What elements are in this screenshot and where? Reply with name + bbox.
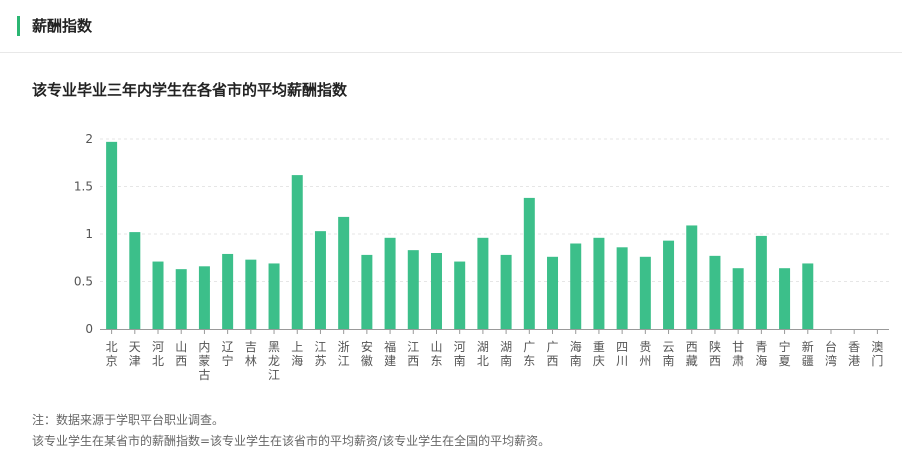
x-tick-label: 青海 — [755, 340, 767, 368]
bar — [686, 225, 698, 329]
bar — [477, 237, 489, 329]
bar — [523, 197, 535, 329]
bar — [361, 254, 373, 329]
bar — [175, 269, 187, 329]
bar — [129, 232, 141, 329]
x-tick-label: 江西 — [407, 340, 419, 368]
bar — [732, 268, 744, 329]
x-tick-label: 重庆 — [593, 340, 605, 368]
bar — [245, 259, 257, 329]
bar — [338, 216, 350, 329]
x-tick-label: 上海 — [291, 340, 303, 368]
bar — [593, 237, 605, 329]
y-tick-label: 0.5 — [74, 275, 93, 289]
bar — [314, 231, 326, 329]
x-tick-label: 四川 — [616, 340, 628, 368]
x-tick-label: 辽宁 — [222, 340, 234, 368]
bar — [222, 253, 234, 329]
x-tick-label: 西藏 — [686, 340, 698, 368]
x-tick-label: 甘肃 — [732, 340, 744, 368]
x-tick-label: 天津 — [129, 340, 141, 368]
x-tick-label: 安徽 — [361, 339, 373, 368]
bar — [500, 254, 512, 329]
x-tick-label: 海南 — [570, 339, 582, 368]
x-tick-label: 河北 — [152, 340, 164, 368]
x-tick-label: 内蒙古 — [198, 340, 210, 382]
x-tick-label: 福建 — [384, 339, 396, 368]
bar — [198, 266, 210, 329]
bar — [802, 263, 814, 329]
x-tick-label: 湖北 — [477, 339, 489, 368]
x-tick-label: 云南 — [663, 340, 675, 368]
x-tick-label: 广东 — [523, 340, 535, 368]
bar — [616, 247, 628, 329]
bar — [454, 261, 466, 329]
x-tick-label: 江苏 — [314, 340, 326, 368]
x-tick-label: 澳门 — [871, 340, 883, 368]
bar — [384, 237, 396, 329]
bar — [570, 243, 582, 329]
salary-index-bar-chart: 0 0.5 1 1.5 2 北京天津河北山西内蒙古辽宁吉林黑龙江上海江苏浙江安徽福建江西山… — [74, 132, 889, 382]
x-tick-label: 广西 — [547, 340, 559, 368]
y-tick-label: 0 — [85, 322, 93, 336]
x-tick-label: 贵州 — [639, 340, 651, 368]
x-tick-label: 新疆 — [802, 339, 814, 368]
x-tick-label: 香港 — [848, 340, 860, 368]
x-tick-label: 河南 — [454, 340, 466, 368]
x-tick-label: 湖南 — [500, 339, 512, 368]
x-tick-label: 北京 — [106, 340, 118, 368]
x-tick-label: 山西 — [175, 340, 187, 368]
section-title: 薪酬指数 — [32, 17, 93, 35]
bar — [779, 268, 791, 329]
bar — [755, 235, 767, 329]
bar — [106, 141, 118, 329]
bar — [268, 263, 280, 329]
bar — [547, 256, 559, 329]
bar — [663, 240, 675, 329]
chart-title: 该专业毕业三年内学生在各省市的平均薪酬指数 — [32, 81, 348, 99]
bar — [407, 250, 419, 329]
x-tick-label: 山东 — [430, 340, 442, 368]
x-tick-label: 吉林 — [245, 340, 257, 368]
bar — [430, 253, 442, 329]
bar — [709, 255, 721, 329]
x-tick-label: 浙江 — [338, 340, 350, 368]
section-header: 薪酬指数 — [0, 0, 902, 53]
x-tick-label: 台湾 — [825, 339, 837, 368]
y-tick-label: 2 — [85, 132, 93, 146]
y-tick-label: 1 — [85, 227, 93, 241]
bar — [639, 256, 651, 329]
bar — [152, 261, 164, 329]
data-source-note: 注：数据来源于学职平台职业调查。 — [32, 413, 225, 427]
bar — [291, 175, 303, 329]
x-tick-label: 陕西 — [709, 339, 721, 368]
formula-note: 该专业学生在某省市的薪酬指数=该专业学生在该省市的平均薪资/该专业学生在全国的平… — [32, 434, 551, 448]
section-accent-bar — [17, 16, 20, 36]
x-tick-label: 黑龙江 — [268, 340, 280, 382]
y-tick-label: 1.5 — [74, 180, 93, 194]
x-tick-label: 宁夏 — [779, 339, 791, 368]
